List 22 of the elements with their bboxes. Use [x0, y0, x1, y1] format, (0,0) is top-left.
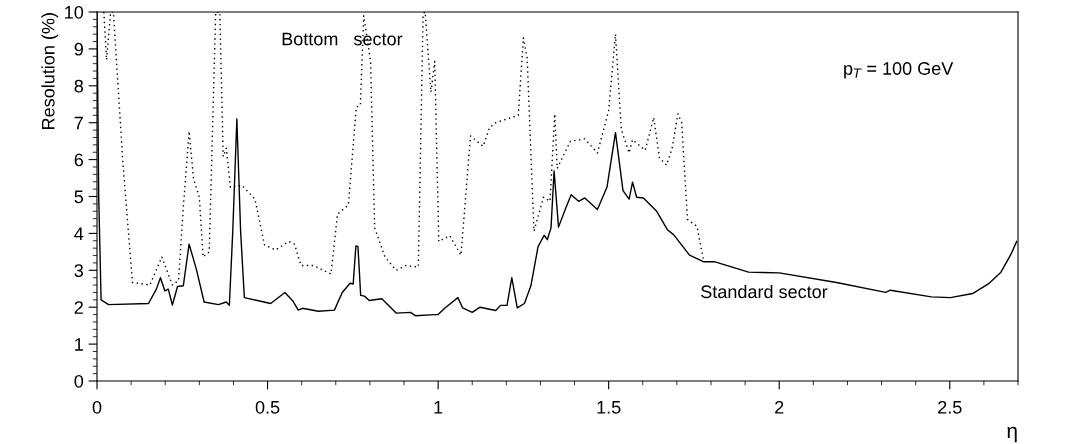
y-tick-label: 9 [74, 42, 83, 56]
series-label: Bottom sector [282, 32, 403, 46]
y-tick-label: 4 [74, 227, 84, 240]
y-tick-label: 6 [74, 153, 84, 167]
series-label: Standard sector [701, 284, 828, 299]
x-tick-label: 2 [775, 400, 784, 414]
x-tick-label: 1.5 [597, 401, 621, 414]
x-tick-label: 2.5 [938, 400, 962, 414]
y-axis-title: Resolution (%) [41, 13, 59, 129]
x-tick-label: 1 [434, 401, 443, 414]
x-tick-label: 0 [92, 400, 102, 414]
annotation: p$_{T}$ = 100 GeV [844, 62, 954, 79]
y-tick-label: 1 [75, 338, 83, 351]
y-tick-label: 10 [65, 5, 84, 19]
y-tick-label: 7 [74, 116, 83, 130]
y-tick-label: 2 [74, 301, 83, 314]
y-tick-label: 0 [74, 374, 84, 388]
y-tick-label: 8 [74, 79, 84, 93]
y-tick-label: 3 [74, 264, 84, 278]
x-tick-label: 0.5 [255, 400, 280, 414]
y-tick-label: 5 [74, 190, 84, 204]
x-axis-title: η [1007, 426, 1017, 443]
